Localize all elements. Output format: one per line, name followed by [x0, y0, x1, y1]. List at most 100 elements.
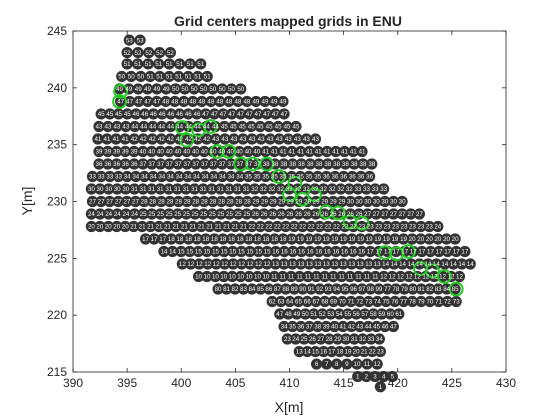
- grid-marker-label: 31: [225, 186, 232, 193]
- grid-marker-label: 34: [167, 174, 174, 181]
- grid-marker-label: 28: [184, 199, 191, 206]
- grid-marker-label: 92: [316, 286, 323, 293]
- grid-marker: [208, 108, 220, 120]
- grid-marker: [370, 208, 382, 220]
- grid-marker-label: 36: [349, 174, 356, 181]
- grid-marker-label: 18: [271, 236, 278, 243]
- grid-marker-label: 18: [245, 236, 252, 243]
- grid-marker: [330, 245, 342, 258]
- grid-marker-label: 13: [306, 261, 313, 268]
- grid-marker: [124, 95, 136, 108]
- grid-marker-label: 31: [148, 186, 155, 193]
- grid-marker: [266, 183, 278, 195]
- grid-marker-label: 50: [228, 86, 235, 93]
- grid-marker-label: 17: [401, 249, 408, 256]
- grid-marker-label: 38: [307, 161, 314, 168]
- grid-marker-label: 10: [229, 274, 236, 281]
- grid-marker-label: 33: [89, 174, 96, 181]
- grid-marker: [301, 295, 313, 308]
- grid-marker-label: 43: [294, 136, 301, 143]
- grid-marker: [123, 34, 135, 46]
- grid-marker: [223, 208, 236, 220]
- grid-marker: [181, 195, 193, 208]
- grid-marker: [154, 70, 166, 83]
- grid-marker-label: 22: [291, 224, 298, 231]
- grid-marker: [277, 145, 289, 158]
- grid-marker: [342, 345, 354, 358]
- grid-marker-label: 7: [325, 361, 329, 368]
- x-tick-label: 430: [496, 376, 516, 390]
- grid-marker: [190, 158, 202, 170]
- grid-marker-label: 46: [176, 111, 183, 118]
- highlighted-grid-marker: [436, 269, 452, 284]
- grid-marker-label: 47: [135, 99, 142, 106]
- grid-marker-label: 28: [149, 199, 156, 206]
- grid-marker-label: 14: [467, 261, 474, 268]
- grid-marker: [102, 120, 114, 133]
- grid-marker: [128, 158, 140, 170]
- grid-marker-label: 30: [399, 199, 406, 206]
- grid-marker-label: 12: [221, 261, 228, 268]
- grid-marker: [282, 308, 294, 320]
- grid-marker-label: 30: [373, 199, 380, 206]
- grid-marker: [278, 158, 290, 170]
- grid-marker-label: 14: [382, 261, 389, 268]
- grid-marker: [112, 108, 125, 120]
- grid-marker: [379, 195, 391, 208]
- grid-marker-label: 22: [316, 224, 323, 231]
- grid-marker-label: 24: [434, 224, 441, 231]
- grid-marker: [223, 183, 235, 195]
- grid-marker: [198, 158, 211, 170]
- grid-marker: [381, 220, 393, 233]
- grid-marker-label: 28: [235, 199, 242, 206]
- grid-marker: [204, 220, 216, 233]
- grid-marker: [260, 270, 272, 283]
- grid-marker: [148, 233, 160, 245]
- grid-marker: [133, 95, 145, 108]
- grid-marker: [236, 120, 248, 133]
- grid-marker: [340, 333, 352, 345]
- grid-marker-label: 41: [262, 149, 269, 156]
- grid-marker: [215, 208, 227, 220]
- grid-marker-label: 29: [304, 199, 311, 206]
- grid-marker-label: 42: [167, 136, 174, 143]
- highlighted-grid-marker: [259, 156, 275, 172]
- grid-marker: [288, 220, 300, 233]
- grid-marker: [346, 233, 358, 245]
- grid-marker-label: 51: [310, 311, 317, 318]
- grid-marker-label: 70: [339, 299, 346, 306]
- grid-marker: [320, 233, 332, 245]
- grid-marker-label: 37: [201, 161, 208, 168]
- grid-marker-label: 18: [168, 236, 175, 243]
- grid-marker: [161, 220, 174, 233]
- grid-marker-label: 27: [390, 211, 397, 218]
- grid-marker: [267, 208, 279, 220]
- grid-marker: [165, 120, 177, 133]
- grid-marker-label: 19: [383, 236, 390, 243]
- grid-marker: [439, 258, 451, 270]
- grid-marker: [396, 208, 408, 220]
- grid-marker-label: 19: [297, 236, 304, 243]
- grid-marker-label: 26: [286, 211, 293, 218]
- grid-marker: [234, 233, 246, 245]
- grid-marker-label: 27: [364, 211, 371, 218]
- grid-marker-label: 49: [125, 86, 132, 93]
- grid-marker: [223, 95, 235, 108]
- grid-marker: [231, 183, 244, 195]
- grid-marker: [249, 183, 261, 195]
- grid-marker-label: 49: [271, 99, 278, 106]
- grid-marker-label: 77: [384, 286, 391, 293]
- grid-marker: [154, 145, 166, 158]
- grid-marker: [160, 83, 172, 95]
- grid-marker-label: 27: [89, 199, 96, 206]
- grid-marker: [430, 258, 443, 270]
- grid-marker: [202, 258, 214, 270]
- grid-marker: [130, 170, 142, 183]
- grid-marker-label: 13: [357, 261, 364, 268]
- grid-marker-label: 49: [280, 99, 287, 106]
- grid-marker-label: 43: [312, 136, 319, 143]
- grid-marker: [157, 233, 169, 245]
- grid-marker: [343, 183, 355, 195]
- grid-marker: [216, 170, 228, 183]
- grid-marker: [190, 170, 203, 183]
